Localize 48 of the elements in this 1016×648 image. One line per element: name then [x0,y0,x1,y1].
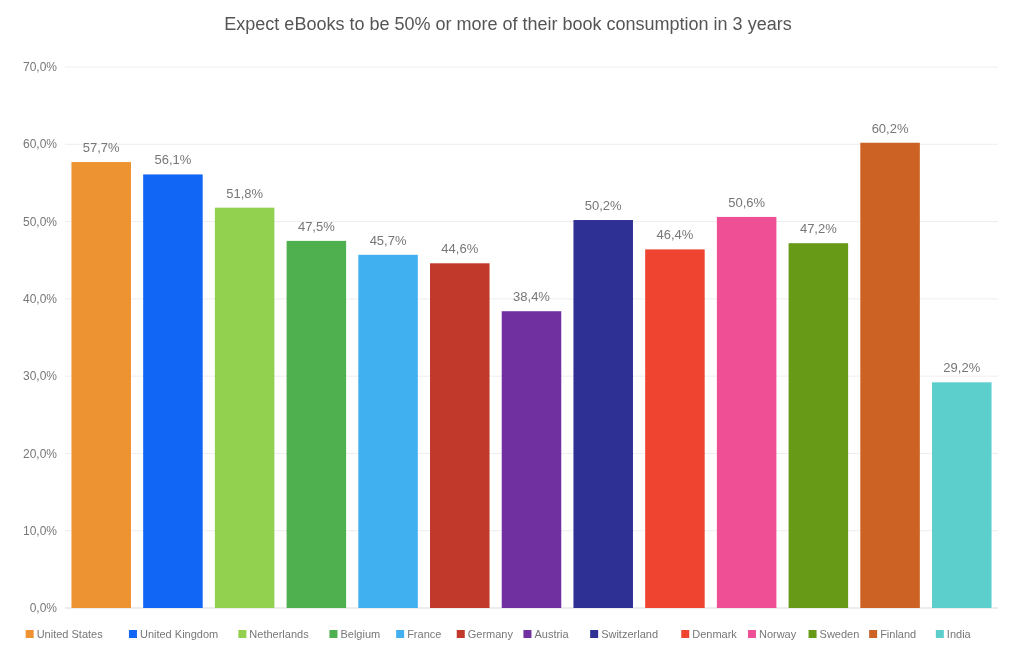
y-tick-label: 30,0% [22,369,58,384]
data-label: 56,1% [154,152,192,168]
data-label: 44,6% [441,241,479,257]
data-label: 46,4% [656,227,694,243]
legend-label: France [407,628,442,640]
bar [430,263,490,608]
legend-label: Norway [758,628,797,640]
bar [645,249,705,608]
legend-label: Austria [534,628,570,640]
y-tick-label: 50,0% [22,214,58,229]
legend-label: Sweden [819,628,860,640]
y-tick-label: 20,0% [22,446,58,461]
legend-label: Finland [880,628,917,640]
y-tick-label: 40,0% [22,292,58,307]
bar [573,220,633,608]
data-label: 29,2% [943,360,981,376]
data-label: 51,8% [226,185,264,201]
data-label: 38,4% [513,289,551,305]
y-tick-label: 70,0% [22,60,58,75]
data-label: 47,2% [799,221,838,237]
legend-label: Netherlands [249,628,310,640]
data-label: 50,2% [584,198,623,214]
legend-label: Belgium [340,628,381,640]
y-tick-label: 0,0% [29,601,58,616]
y-tick-label: 60,0% [22,137,58,152]
bar [286,240,347,608]
data-label: 60,2% [871,120,909,136]
data-label: 45,7% [369,232,407,248]
bar [501,311,562,608]
legend-label: United Kingdom [139,628,219,640]
bar [788,243,849,608]
data-label: 50,6% [728,194,766,210]
bar [214,207,275,608]
legend-label: United States [36,628,104,640]
data-label: 47,5% [297,218,336,234]
bar [932,382,992,608]
legend-label: Denmark [692,628,738,640]
legend-label: Germany [467,628,514,640]
legend-label: Switzerland [601,628,659,640]
legend-label: India [946,628,972,640]
bar [716,216,777,608]
chart-title: Expect eBooks to be 50% or more of their book consumption in 3 years [224,14,792,34]
data-label: 57,7% [82,140,121,156]
bar [71,162,131,608]
bar [143,174,203,608]
bar [860,142,920,608]
bar [358,254,418,608]
y-tick-label: 10,0% [22,523,58,538]
